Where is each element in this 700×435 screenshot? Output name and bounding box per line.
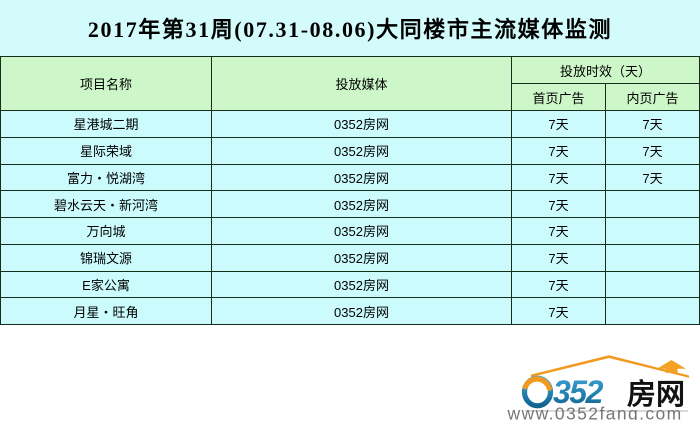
svg-text:www.0352fang.com: www.0352fang.com xyxy=(507,404,683,421)
